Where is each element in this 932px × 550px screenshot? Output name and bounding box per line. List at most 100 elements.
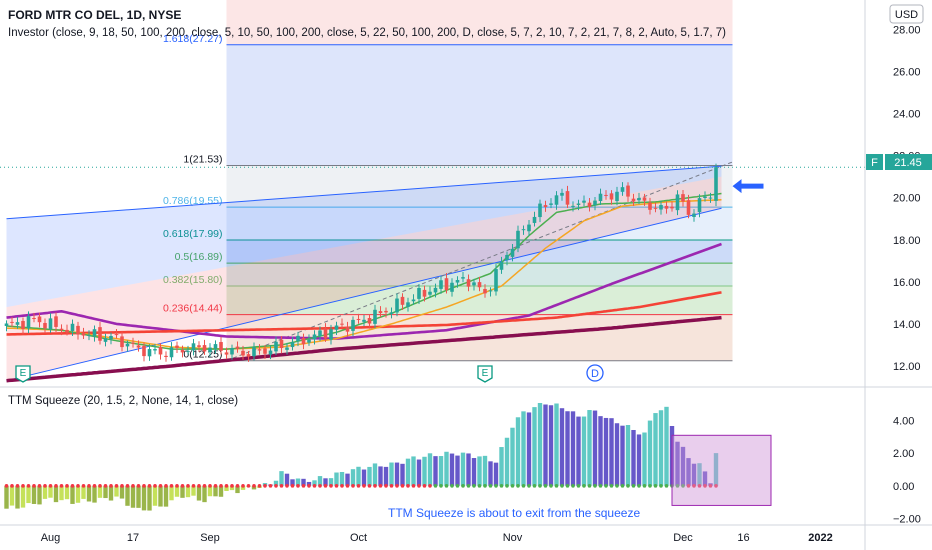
- candle-body: [263, 348, 267, 354]
- candle-body: [538, 203, 542, 218]
- squeeze-axis[interactable]: 4.00 2.00 0.00 −2.00: [893, 416, 921, 526]
- squeeze-dot: [54, 484, 58, 488]
- squeeze-dot: [653, 484, 658, 488]
- candle: [175, 341, 179, 353]
- candle-body: [521, 229, 526, 231]
- squeeze-bar: [213, 485, 218, 497]
- squeeze-bar: [180, 485, 185, 498]
- squeeze-bar: [691, 463, 697, 486]
- price-axis[interactable]: 12.0014.0016.0018.0020.0022.0024.0026.00…: [0, 24, 921, 373]
- candle-body: [224, 352, 229, 355]
- candle-body: [21, 320, 25, 330]
- squeeze-bar: [235, 485, 240, 494]
- squeeze-bar: [548, 405, 554, 486]
- squeeze-bar: [559, 408, 565, 486]
- squeeze-dot: [169, 484, 174, 488]
- candle: [219, 336, 223, 355]
- candle: [202, 339, 207, 355]
- candle: [131, 337, 135, 348]
- candle-body: [246, 354, 251, 357]
- fibonacci-retracement[interactable]: 1.618(27.27)1(21.53)0.786(19.55)0.618(17…: [163, 0, 733, 362]
- candle-body: [565, 191, 570, 205]
- squeeze-bar: [680, 446, 686, 486]
- squeeze-bar: [306, 481, 312, 486]
- candle-body: [703, 196, 707, 198]
- squeeze-bar: [202, 485, 207, 503]
- candle: [620, 182, 625, 196]
- candle-body: [81, 333, 86, 336]
- candle-body: [43, 322, 47, 329]
- investor-indicator-title[interactable]: Investor (close, 9, 18, 50, 100, 200, cl…: [8, 27, 726, 39]
- candle-body: [147, 349, 152, 357]
- candle-body: [4, 323, 9, 327]
- candle: [230, 344, 234, 360]
- fib-level-label: 1(21.53): [183, 154, 222, 166]
- candle: [213, 340, 218, 354]
- time-tick-label: 16: [737, 532, 749, 544]
- candle-body: [609, 193, 614, 200]
- candle: [560, 188, 564, 201]
- candle-body: [686, 200, 691, 215]
- squeeze-bar: [400, 463, 405, 486]
- squeeze-bar: [240, 485, 246, 490]
- squeeze-bar: [152, 485, 158, 506]
- currency-button[interactable]: [889, 4, 924, 24]
- squeeze-dot: [180, 484, 185, 488]
- squeeze-dot: [164, 484, 168, 488]
- candle-body: [598, 193, 603, 202]
- event-marker-e[interactable]: E: [477, 365, 493, 383]
- candle: [274, 336, 278, 356]
- squeeze-dot: [241, 484, 245, 488]
- squeeze-bar: [37, 485, 42, 505]
- candle-body: [593, 200, 597, 206]
- time-axis[interactable]: Aug 17 Sep Oct Nov Dec 16 2022: [41, 532, 833, 544]
- squeeze-dot: [587, 484, 592, 488]
- squeeze-dot: [15, 484, 20, 488]
- squeeze-dot: [351, 484, 355, 488]
- squeeze-tick-label: 0.00: [893, 481, 914, 493]
- squeeze-bar: [609, 418, 614, 486]
- candle: [510, 244, 515, 262]
- candle: [307, 334, 311, 346]
- candle-body: [279, 339, 284, 349]
- candle-body: [296, 335, 300, 342]
- squeeze-dot: [521, 484, 526, 488]
- candle-body: [472, 282, 476, 286]
- squeeze-bar: [405, 458, 411, 486]
- candle: [285, 342, 289, 355]
- candle-body: [697, 198, 702, 213]
- trend-channel[interactable]: [6, 161, 733, 382]
- squeeze-bar: [394, 462, 400, 486]
- squeeze-bar: [422, 456, 427, 486]
- candle: [455, 276, 460, 288]
- candle-body: [516, 230, 520, 249]
- squeeze-dot: [455, 484, 460, 488]
- squeeze-dot: [543, 484, 548, 488]
- candle-body: [76, 325, 80, 335]
- squeeze-dot: [631, 484, 636, 488]
- candle: [340, 318, 344, 329]
- candle: [15, 317, 20, 329]
- squeeze-bar: [356, 466, 361, 486]
- squeeze-bar: [229, 485, 235, 491]
- candle: [598, 188, 603, 205]
- time-tick-label: 2022: [808, 532, 832, 544]
- candle: [395, 293, 399, 317]
- squeeze-bar: [658, 410, 664, 486]
- candle-body: [142, 345, 146, 357]
- squeeze-bar: [416, 459, 422, 486]
- squeeze-bar: [488, 461, 493, 486]
- squeeze-title[interactable]: TTM Squeeze (20, 1.5, 2, None, 14, 1, cl…: [8, 395, 238, 407]
- squeeze-bar: [411, 456, 416, 486]
- event-marker-d[interactable]: D: [586, 364, 604, 382]
- candle: [37, 312, 42, 328]
- squeeze-dot: [461, 484, 465, 488]
- squeeze-annotation[interactable]: TTM Squeeze is about to exit from the sq…: [388, 506, 640, 520]
- candle: [488, 287, 493, 297]
- event-marker-e[interactable]: E: [15, 365, 31, 383]
- squeeze-tick-label: −2.00: [893, 513, 921, 525]
- candle: [142, 342, 146, 362]
- candle-body: [582, 200, 586, 203]
- candle-body: [670, 206, 674, 209]
- squeeze-dot: [235, 484, 240, 488]
